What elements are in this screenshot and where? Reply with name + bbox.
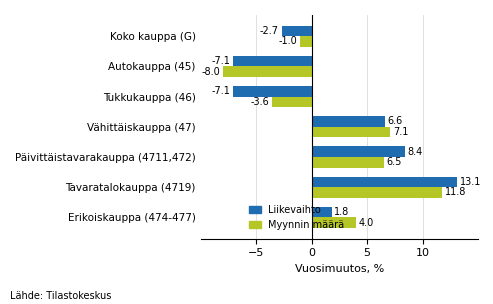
Text: 6.6: 6.6 [387,116,403,126]
Bar [312,217,356,228]
Text: 13.1: 13.1 [459,177,481,187]
X-axis label: Vuosimuutos, %: Vuosimuutos, % [295,264,384,274]
Bar [282,26,312,36]
Text: 1.8: 1.8 [334,207,350,217]
Text: -1.0: -1.0 [279,36,298,47]
Bar [312,116,385,127]
Bar [233,86,312,97]
Text: -3.6: -3.6 [250,97,269,107]
Text: -2.7: -2.7 [260,26,279,36]
Text: 8.4: 8.4 [408,147,423,157]
Text: 6.5: 6.5 [387,157,402,167]
Bar [312,177,457,187]
Text: 4.0: 4.0 [359,218,374,228]
Bar [300,36,312,47]
Bar [312,187,443,198]
Text: Lähde: Tilastokeskus: Lähde: Tilastokeskus [10,291,111,301]
Bar [272,97,312,107]
Bar [312,127,390,137]
Text: -7.1: -7.1 [211,86,230,96]
Bar [223,66,312,77]
Text: 7.1: 7.1 [393,127,409,137]
Bar [312,207,331,217]
Legend: Liikevaihto, Myynnin määrä: Liikevaihto, Myynnin määrä [245,201,349,234]
Text: 11.8: 11.8 [445,188,467,198]
Bar [312,157,384,168]
Text: -8.0: -8.0 [201,67,220,77]
Bar [233,56,312,66]
Bar [312,147,405,157]
Text: -7.1: -7.1 [211,56,230,66]
